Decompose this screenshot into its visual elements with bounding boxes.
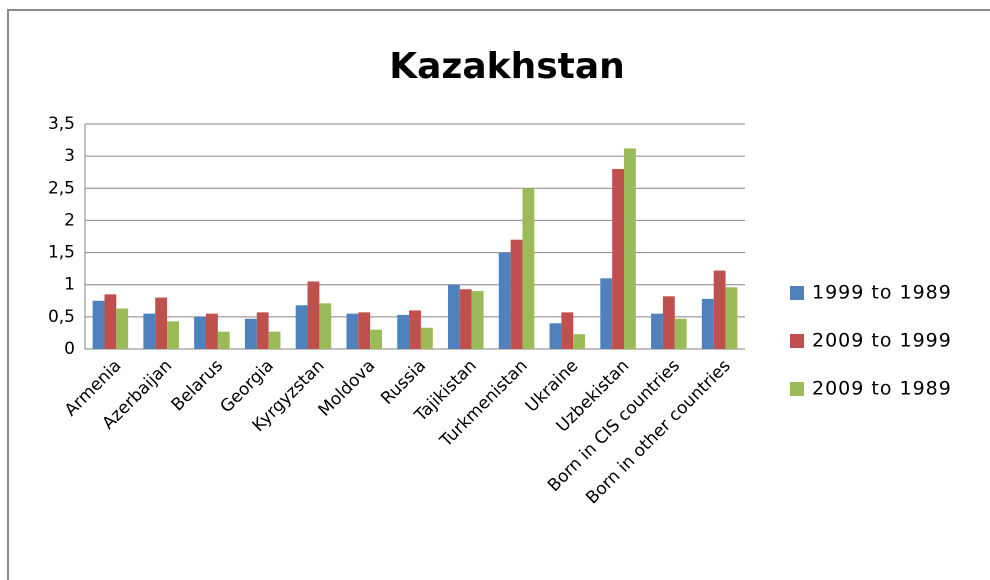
bar	[116, 308, 129, 349]
y-tick-label: 3,5	[48, 114, 75, 134]
bar	[397, 314, 410, 349]
bar	[319, 303, 332, 349]
bar	[471, 291, 484, 349]
bar	[662, 296, 675, 349]
bar	[420, 327, 433, 349]
bar	[448, 284, 460, 349]
y-tick-label: 2	[64, 210, 75, 230]
chart-title: Kazakhstan	[389, 46, 625, 87]
y-tick-label: 3	[64, 146, 75, 166]
legend-swatch	[790, 382, 804, 396]
bar	[268, 331, 281, 349]
bar	[612, 169, 624, 349]
bar	[624, 148, 636, 349]
bar	[713, 270, 726, 349]
bar	[167, 321, 179, 349]
bar	[358, 312, 371, 349]
bar	[498, 252, 511, 349]
bar	[573, 334, 586, 349]
bar	[725, 287, 738, 349]
legend-label: 2009 to 1999	[812, 330, 952, 352]
bar	[346, 313, 359, 349]
bar	[600, 278, 613, 349]
y-tick-label: 1	[64, 275, 75, 295]
bar	[206, 313, 218, 349]
legend-swatch	[790, 286, 804, 300]
bar	[651, 313, 663, 349]
legend-swatch	[790, 334, 804, 348]
bar	[409, 310, 421, 349]
bar	[194, 316, 206, 349]
bar	[104, 294, 117, 349]
bar	[510, 239, 523, 349]
y-tick-label: 0,5	[48, 307, 75, 327]
bar	[459, 289, 472, 349]
bar	[217, 331, 230, 349]
bar	[244, 318, 257, 349]
bar	[561, 312, 574, 349]
bar	[674, 318, 687, 349]
legend-label: 2009 to 1989	[812, 378, 952, 400]
bar	[307, 281, 320, 349]
y-tick-label: 1,5	[48, 243, 75, 263]
bar	[256, 312, 269, 349]
bar	[155, 297, 168, 349]
bar	[370, 329, 382, 349]
bar	[549, 323, 562, 349]
bar	[701, 298, 714, 349]
y-tick-label: 2,5	[48, 178, 75, 198]
bar	[143, 313, 156, 349]
bar	[295, 305, 308, 349]
y-tick-label: 0	[64, 339, 75, 359]
legend-label: 1999 to 1989	[812, 282, 952, 304]
bar	[92, 300, 105, 349]
bar	[522, 188, 535, 349]
